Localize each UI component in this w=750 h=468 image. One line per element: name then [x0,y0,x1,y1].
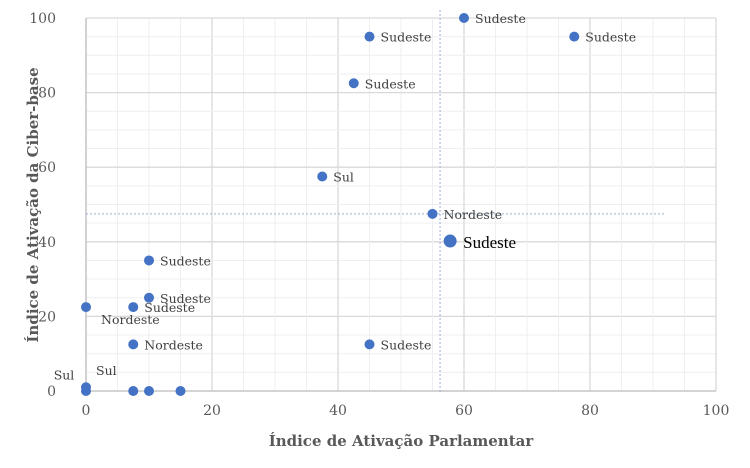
y-tick-label: 60 [38,160,56,176]
x-tick-label: 0 [82,403,91,419]
y-tick-label: 40 [38,235,56,251]
data-point [81,386,91,396]
x-tick-label: 60 [455,403,473,419]
data-point [175,386,186,396]
y-tick-label: 80 [38,86,56,102]
data-point [364,339,375,350]
data-label: Nordeste [444,207,503,222]
data-point [128,386,139,396]
y-tick-label: 0 [47,384,56,400]
reference-lines [86,10,666,393]
data-point [364,31,375,42]
data-point [128,339,139,350]
data-point [348,78,359,89]
y-tick-label: 100 [29,11,56,27]
data-point [144,255,154,266]
data-label: Sudeste [463,233,516,252]
x-axis-title: Índice de Ativação Parlamentar [269,432,535,450]
x-tick-label: 80 [581,403,599,419]
data-label: Nordeste [144,337,203,352]
x-tick-label: 40 [329,403,347,419]
data-point [144,386,154,396]
data-label: Sul [333,170,354,185]
data-point [128,302,139,313]
data-point [427,208,438,219]
data-label: Sudeste [144,300,195,315]
data-label: Sudeste [585,30,636,45]
data-point [443,234,457,248]
data-point [317,171,328,182]
data-label: Sul [54,367,75,382]
y-tick-label: 20 [38,309,56,325]
grid [85,17,717,392]
data-label: Sudeste [381,30,432,45]
data-point [81,302,91,313]
x-tick-label: 100 [703,403,730,419]
x-tick-label: 20 [203,403,221,419]
data-label: Sudeste [160,253,211,268]
data-label: Sudeste [160,291,211,306]
data-point [144,292,154,303]
data-point [569,31,580,42]
data-label: Sudeste [475,11,526,26]
axis-ticks: 0 20 40 60 80 100 0 20 40 60 80 100 [29,11,729,419]
data-label: Sudeste [381,337,432,352]
data-label: Sudeste [365,76,416,91]
y-axis-title: Índice de Ativação da Ciber-base [24,67,42,342]
data-label: Nordeste [101,312,160,327]
data-label: Sul [96,363,117,378]
data-point [459,13,469,23]
